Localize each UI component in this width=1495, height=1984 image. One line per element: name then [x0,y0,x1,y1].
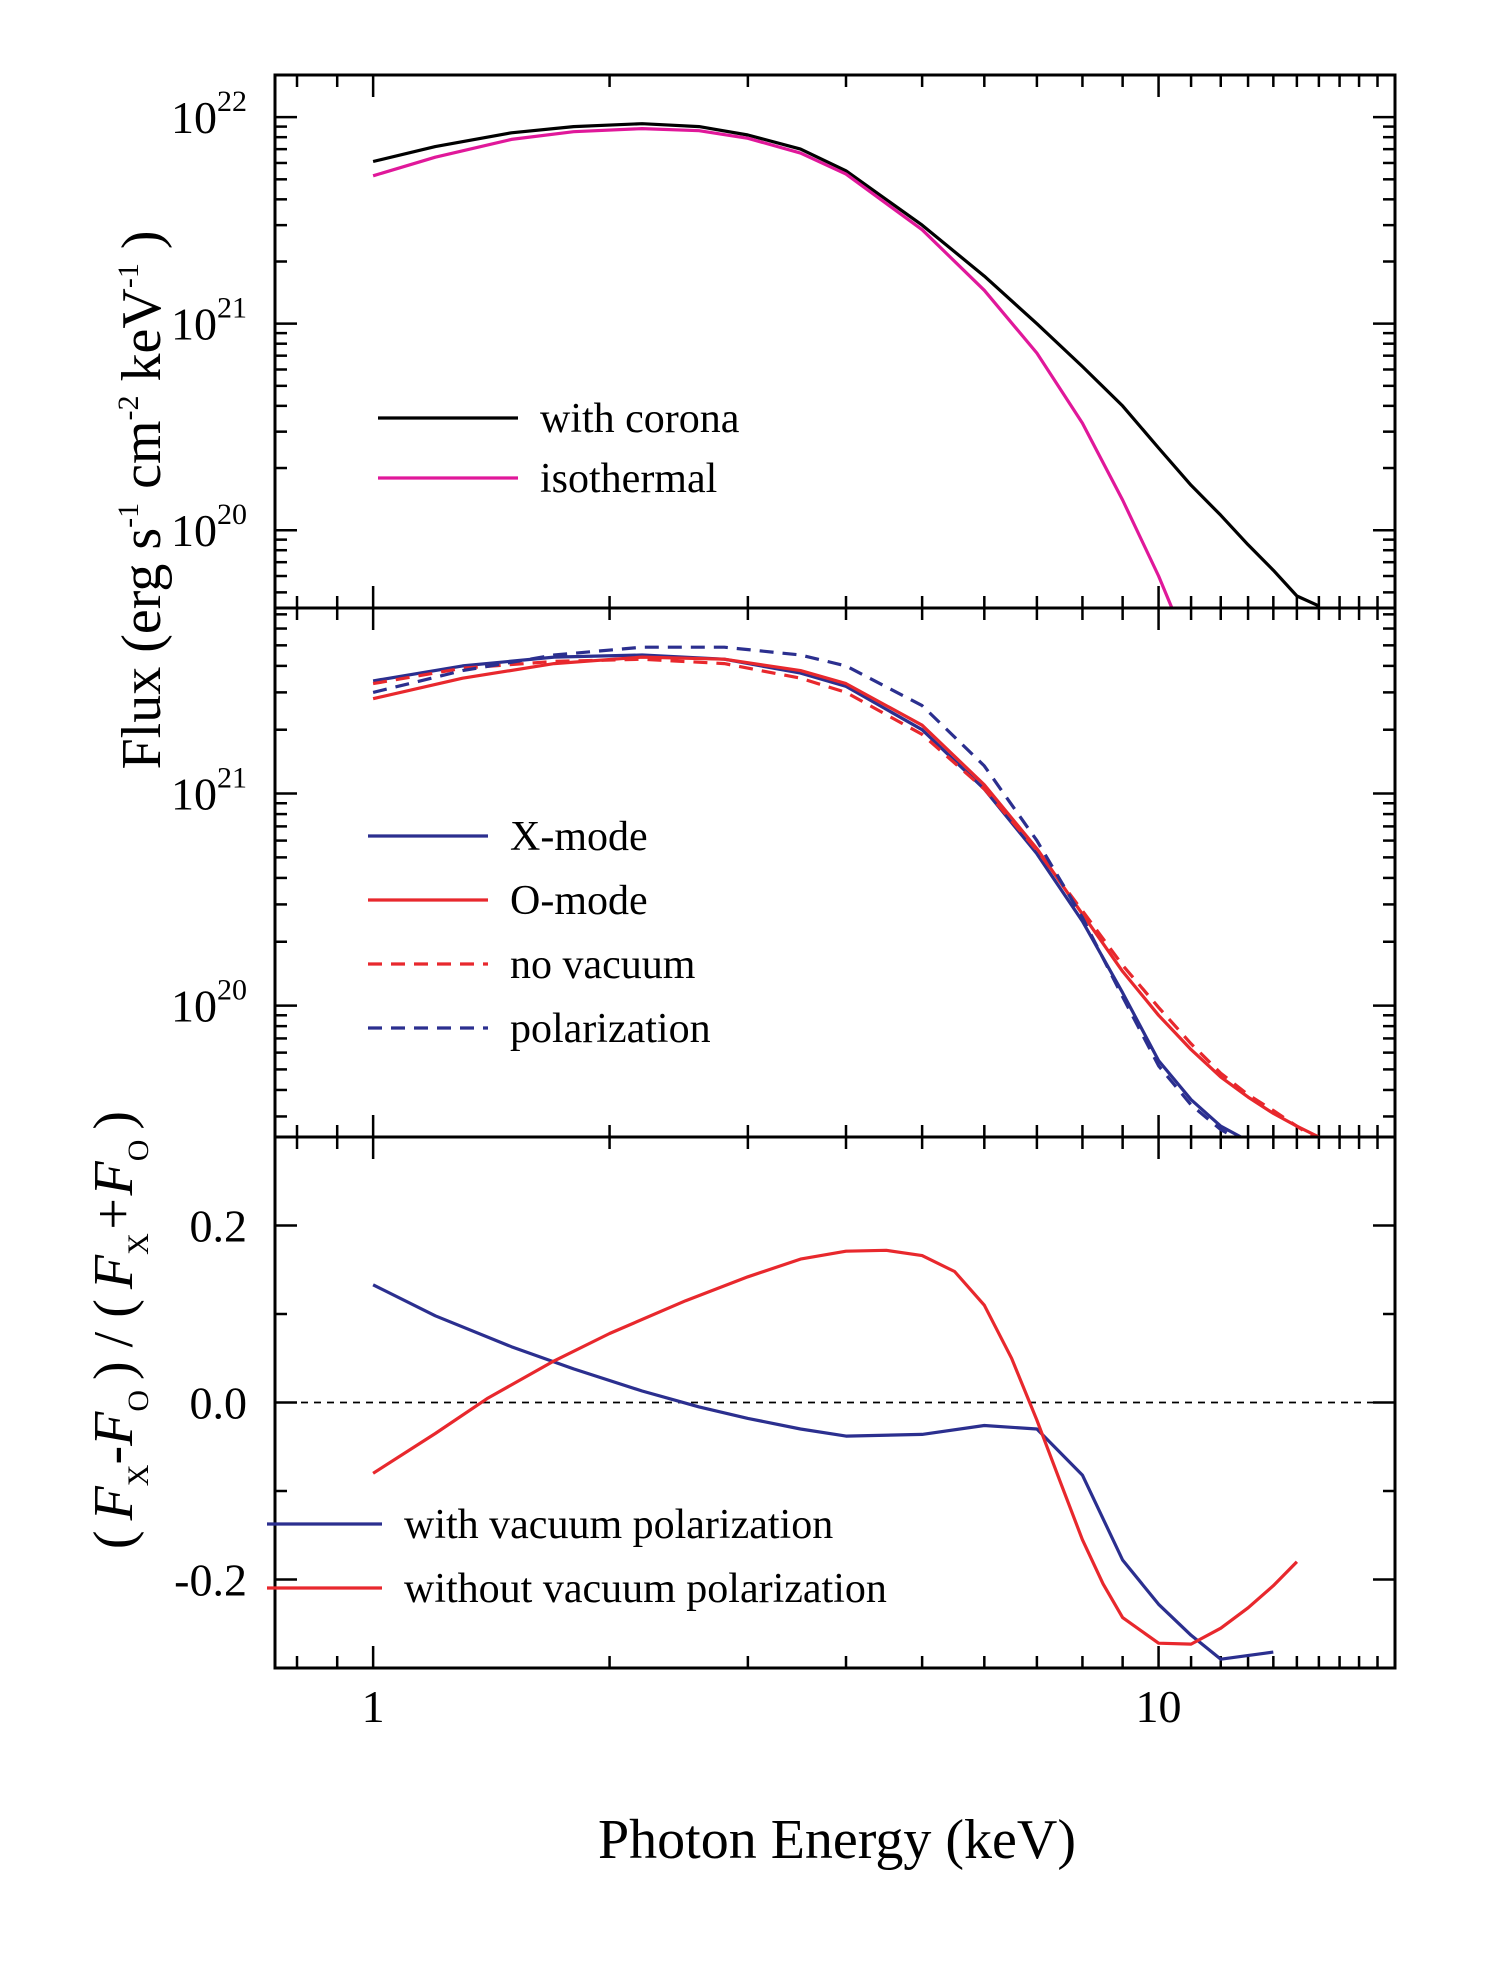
bottom-y-tick-label: -0.2 [174,1555,247,1606]
y-axis-title-flux-text: Flux (erg s-1 cm-2 keV-1 ) [111,230,173,769]
legend-label-with-corona: with corona [540,396,740,442]
top-legend: with corona isothermal [378,396,740,502]
bottom-legend: with vacuum polarization without vacuum p… [267,1502,887,1612]
top-y-tick-label: 1020 [171,498,247,556]
x-tick-labels: 1 10 [362,1681,1182,1732]
series-polarization-line [372,645,1238,1137]
x-axis-title: Photon Energy (keV) [598,1809,1076,1871]
y-axis-title-ratio-text: (FX-FO) / (FX+FO) [83,1111,155,1549]
series-isothermal-line [372,127,1174,608]
middle-y-tick-label: 1021 [171,762,247,820]
bottom-y-tick-label: 0.0 [190,1378,248,1429]
panel-bottom-polarization-ratio: 0.2 0.0 -0.2 with vacuum polarization withou… [174,1135,1397,1670]
series-x-mode-line [372,653,1245,1137]
legend-label-x-mode: X-mode [510,814,648,860]
legend-label-polarization: polarization [510,1006,711,1052]
middle-y-tick-label: 1020 [171,974,247,1032]
bottom-y-tick-label: 0.2 [190,1201,248,1252]
panel-middle-flux-modes: 1021 1020 X-mode O-mode no vacuum polarizatio… [171,606,1397,1139]
legend-label-o-mode: O-mode [510,878,648,924]
series-without-vacuum-polarization-line [372,1248,1299,1646]
top-y-tick-label: 1021 [171,292,247,350]
x-tick-label: 10 [1136,1681,1182,1732]
y-axis-title-ratio: (FX-FO) / (FX+FO) [83,1111,155,1549]
legend-label-isothermal: isothermal [540,456,717,502]
series-with-vacuum-polarization-line [372,1283,1274,1661]
series-with-corona-line [372,122,1320,608]
top-y-tick-label: 1022 [171,85,247,143]
legend-label-without-vacuum-polarization: without vacuum polarization [404,1566,887,1612]
legend-label-no-vacuum: no vacuum [510,942,696,988]
middle-legend: X-mode O-mode no vacuum polarization [368,814,711,1052]
x-tick-label: 1 [362,1681,385,1732]
legend-label-with-vacuum-polarization: with vacuum polarization [404,1502,833,1548]
panel-top-flux: 1022 1021 1020 with corona isothermal [171,73,1397,610]
series-o-mode-line [372,655,1320,1137]
y-axis-title-flux: Flux (erg s-1 cm-2 keV-1 ) [111,230,173,769]
